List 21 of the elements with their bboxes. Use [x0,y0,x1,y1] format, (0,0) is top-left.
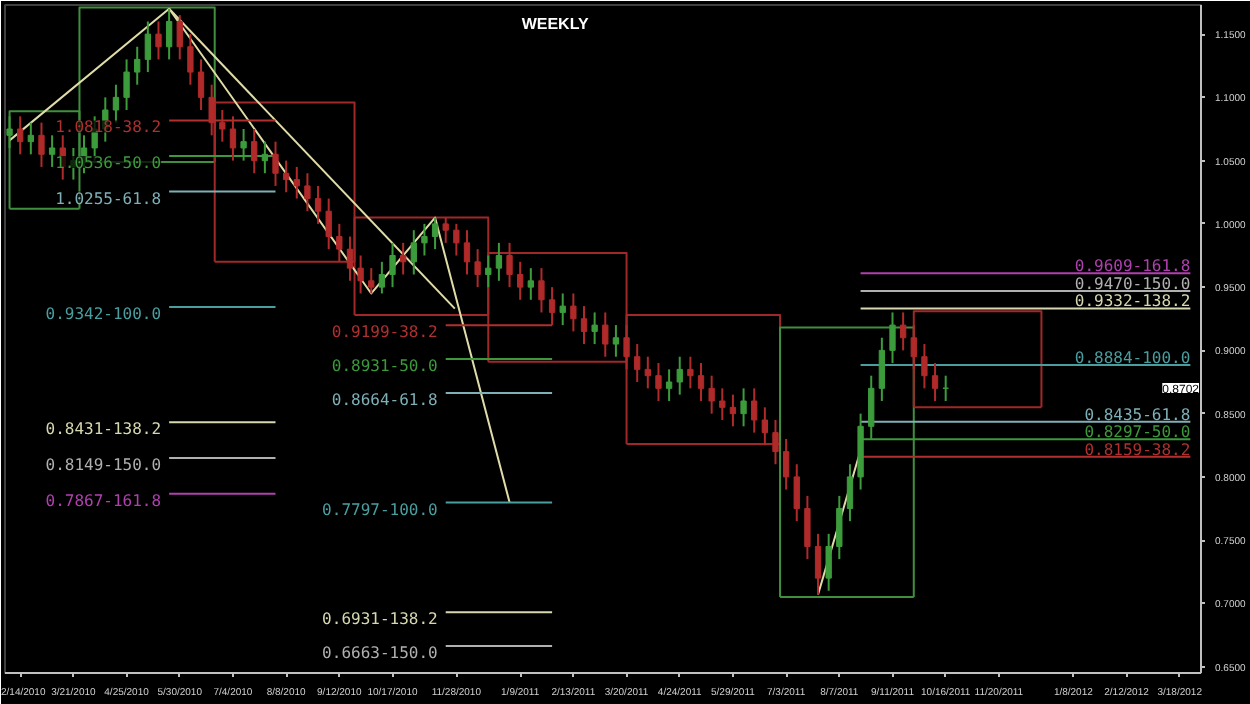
annotation: 0.8931-50.0 [331,357,439,376]
annotation: 0.8664-61.8 [331,390,439,409]
annotation: 0.8159-38.2 [1084,440,1191,459]
annotation: 1.0536-50.0 [55,154,162,173]
annotation: 0.9609-161.8 [1074,257,1191,276]
annotation: 0.8884-100.0 [1074,349,1191,368]
text: WEEKLY [521,15,590,33]
annotation: 0.7797-100.0 [322,500,439,519]
annotation: 0.9470-150.0 [1074,274,1191,293]
annotation: 0.6931-138.2 [322,610,439,629]
annotation: 0.8431-138.2 [45,420,162,439]
annotation: 0.8149-150.0 [45,456,162,475]
annotation: 1.0818-38.2 [55,118,162,137]
annotation: 0.9332-138.2 [1074,292,1191,311]
annotation: 0.6663-150.0 [322,644,439,663]
annotation: 0.8435-61.8 [1084,405,1191,424]
annotation: 0.9342-100.0 [45,305,162,324]
annotation: 1.0255-61.8 [55,189,162,208]
annotation: 0.8297-50.0 [1084,423,1191,442]
annotation: 0.9199-38.2 [331,323,439,342]
annotation: 0.7867-161.8 [45,491,162,510]
